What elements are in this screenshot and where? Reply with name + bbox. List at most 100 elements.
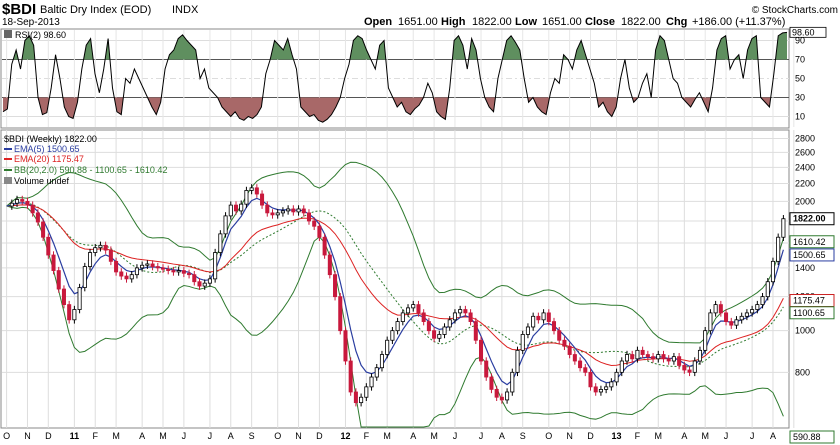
candle-body xyxy=(197,281,202,287)
x-tick-label: 12 xyxy=(340,431,350,441)
rsi-tick-label: 50 xyxy=(795,74,805,84)
candle-body xyxy=(468,312,473,322)
candle-body xyxy=(280,210,285,214)
x-tick-label: M xyxy=(159,431,167,441)
chg-label: Chg xyxy=(666,16,687,28)
candle-body xyxy=(645,354,650,358)
rsi-legend-text: RSI(2) 98.60 xyxy=(15,30,66,40)
bb-lower-value-label-box xyxy=(789,430,835,444)
candle-body xyxy=(651,356,656,360)
ema5-value-label-box xyxy=(789,248,835,262)
candle-body xyxy=(557,330,562,341)
candle-body xyxy=(541,312,546,321)
candle-body xyxy=(713,304,718,314)
candle-body xyxy=(338,296,343,332)
price-tick-label: 2400 xyxy=(795,162,815,172)
price-tick-label: 2000 xyxy=(795,196,815,206)
index-name: Baltic Dry Index (EOD) xyxy=(40,4,151,16)
candle-body xyxy=(301,208,306,214)
x-tick-label: O xyxy=(3,431,10,441)
candle-body xyxy=(499,396,504,401)
price-axis-value-labels: 1822.00 1610.42 1500.65 1175.47 1100.65 590.8… xyxy=(789,212,835,444)
candle-body xyxy=(317,225,322,238)
candle-body xyxy=(213,252,218,280)
candle-body xyxy=(635,349,640,360)
candle-body xyxy=(72,309,77,321)
rsi-last-value-label: 98.60 xyxy=(792,27,815,37)
candle-body xyxy=(442,326,447,335)
rsi-tick-label: 30 xyxy=(795,93,805,103)
candle-body xyxy=(578,360,583,369)
candle-body xyxy=(171,270,176,273)
candle-body xyxy=(374,367,379,378)
candle-body xyxy=(734,319,739,326)
candle-body xyxy=(682,365,687,371)
candle-body xyxy=(479,339,484,362)
ema20-value-label: 1175.47 xyxy=(793,296,825,306)
bollinger-bands xyxy=(6,161,784,428)
candle-body xyxy=(583,367,588,373)
bb-mid-value-label-box xyxy=(789,306,835,320)
candle-body xyxy=(124,275,129,280)
date-label: 18-Sep-2013 xyxy=(2,17,60,28)
x-tick-label: A xyxy=(139,431,145,441)
candle-body xyxy=(61,288,66,305)
volume-legend-swatch xyxy=(4,177,12,184)
candle-body xyxy=(353,391,358,404)
candle-body xyxy=(98,244,103,249)
x-tick-label: N xyxy=(566,431,573,441)
price-tick-label: 800 xyxy=(795,367,810,377)
candle-body xyxy=(718,304,723,314)
candle-body xyxy=(562,339,567,347)
candle-body xyxy=(114,260,119,273)
bb-mid-value-label: 1100.65 xyxy=(793,308,825,318)
candle-body xyxy=(88,252,93,267)
close-value: 1822.00 xyxy=(621,16,661,28)
candle-body xyxy=(67,304,72,321)
candle-body xyxy=(166,268,171,271)
candle-body xyxy=(447,319,452,328)
candle-body xyxy=(416,304,421,314)
candle-body xyxy=(489,376,494,390)
candle-body xyxy=(239,203,244,212)
candle-body xyxy=(609,381,614,388)
candle-body xyxy=(306,212,311,222)
x-tick-label: F xyxy=(92,431,98,441)
candle-body xyxy=(551,321,557,332)
x-tick-label: D xyxy=(45,431,52,441)
x-tick-label: F xyxy=(364,431,370,441)
candle-body xyxy=(15,199,20,204)
candle-body xyxy=(624,354,630,362)
x-tick-label: F xyxy=(635,431,641,441)
x-tick-label: 11 xyxy=(70,431,80,441)
x-tick-label: J xyxy=(479,431,484,441)
candle-body xyxy=(750,309,755,314)
x-tick-label: M xyxy=(655,431,663,441)
candle-body xyxy=(781,218,786,238)
candle-body xyxy=(176,270,181,273)
x-tick-label: N xyxy=(24,431,31,441)
candle-body xyxy=(614,371,619,383)
candle-body xyxy=(46,236,51,256)
candle-body xyxy=(249,187,254,191)
candle-body xyxy=(181,270,186,274)
candle-body xyxy=(661,354,666,360)
candle-body xyxy=(77,287,82,310)
candle-body xyxy=(56,270,61,290)
candle-body xyxy=(129,274,134,280)
price-panel: 8001000120014001600180020002200240026002… xyxy=(0,129,835,444)
candle-body xyxy=(588,371,593,388)
candle-body xyxy=(244,190,249,205)
high-value: 1822.00 xyxy=(472,16,512,28)
candle-body xyxy=(218,233,223,253)
high-label: High xyxy=(441,16,466,28)
candle-body xyxy=(369,376,374,388)
x-axis: OND11FMAMJJASOND12FMAMJJASOND13FMAMJJAS xyxy=(3,431,797,441)
candle-body xyxy=(729,321,734,326)
candle-body xyxy=(134,267,139,276)
quote-line: Open 1651.00 High 1822.00 Low 1651.00 Cl… xyxy=(364,16,785,28)
candle-body xyxy=(640,349,645,355)
candle-body xyxy=(536,315,541,321)
